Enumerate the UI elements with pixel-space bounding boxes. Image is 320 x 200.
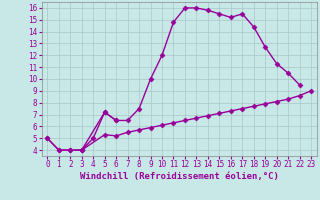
X-axis label: Windchill (Refroidissement éolien,°C): Windchill (Refroidissement éolien,°C) [80, 172, 279, 181]
